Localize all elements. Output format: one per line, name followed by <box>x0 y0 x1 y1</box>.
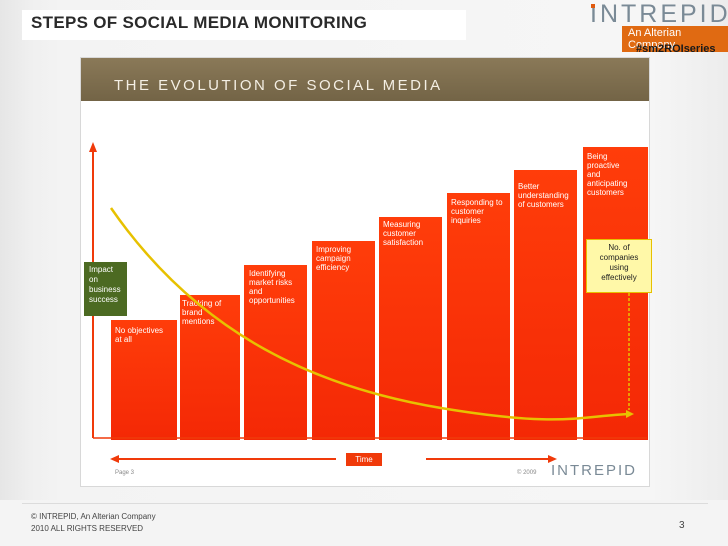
slide-header <box>81 58 649 101</box>
footer-line-2: 2010 ALL RIGHTS RESERVED <box>31 524 144 533</box>
step-bar-4 <box>312 241 375 440</box>
slide-copyright: © 2009 <box>517 470 537 476</box>
slide-logo: INTREPID <box>551 462 638 479</box>
page-number: 3 <box>679 520 685 531</box>
page-title: STEPS OF SOCIAL MEDIA MONITORING <box>31 13 368 32</box>
step-bar-3 <box>244 265 307 440</box>
step-label-1: No objectives at all <box>115 326 164 344</box>
logo-wordmark: INTREPID <box>590 0 728 28</box>
step-label-3: Identifying market risks and opportuniti… <box>249 269 295 305</box>
time-arrow-right-head <box>548 455 557 463</box>
step-label-6: Responding to customer inquiries <box>451 198 503 225</box>
chart-overlay <box>89 142 647 463</box>
step-label-5: Measuring customer satisfaction <box>383 220 424 247</box>
slide-page-label: Page 3 <box>115 470 135 476</box>
step-bar-6 <box>447 193 510 440</box>
decline-curve <box>109 207 630 421</box>
title-bar <box>22 10 466 40</box>
footer-line-1: © INTREPID, An Alterian Company <box>31 512 156 521</box>
footer-copyright: © INTREPID, An Alterian Company 2010 ALL… <box>31 511 156 535</box>
step-label-8: Being proactive and anticipating custome… <box>587 152 628 197</box>
slide-title: THE EVOLUTION OF SOCIAL MEDIA <box>114 77 443 94</box>
step-bar-7 <box>514 170 577 440</box>
y-axis-arrowhead <box>89 142 97 152</box>
step-bar-1 <box>111 320 177 440</box>
step-bar-2 <box>180 295 240 440</box>
step-label-7: Better understanding of customers <box>518 182 569 209</box>
footer-divider <box>22 503 708 504</box>
impact-label-box: Impact on business success <box>84 262 127 316</box>
logo-subtitle: An Alterian Company <box>622 26 728 52</box>
companies-label-box: No. of companies using effectively <box>586 239 652 293</box>
logo-dot-icon <box>591 4 595 8</box>
time-arrow-left-head <box>110 455 119 463</box>
curve-arrowhead <box>626 410 634 418</box>
time-label: Time <box>346 453 382 466</box>
hashtag: #sm2ROIseries <box>636 43 716 55</box>
step-bar-8 <box>583 147 648 440</box>
step-label-4: Improving campaign efficiency <box>316 245 352 272</box>
slide-image: THE EVOLUTION OF SOCIAL MEDIA No objecti… <box>80 57 652 487</box>
